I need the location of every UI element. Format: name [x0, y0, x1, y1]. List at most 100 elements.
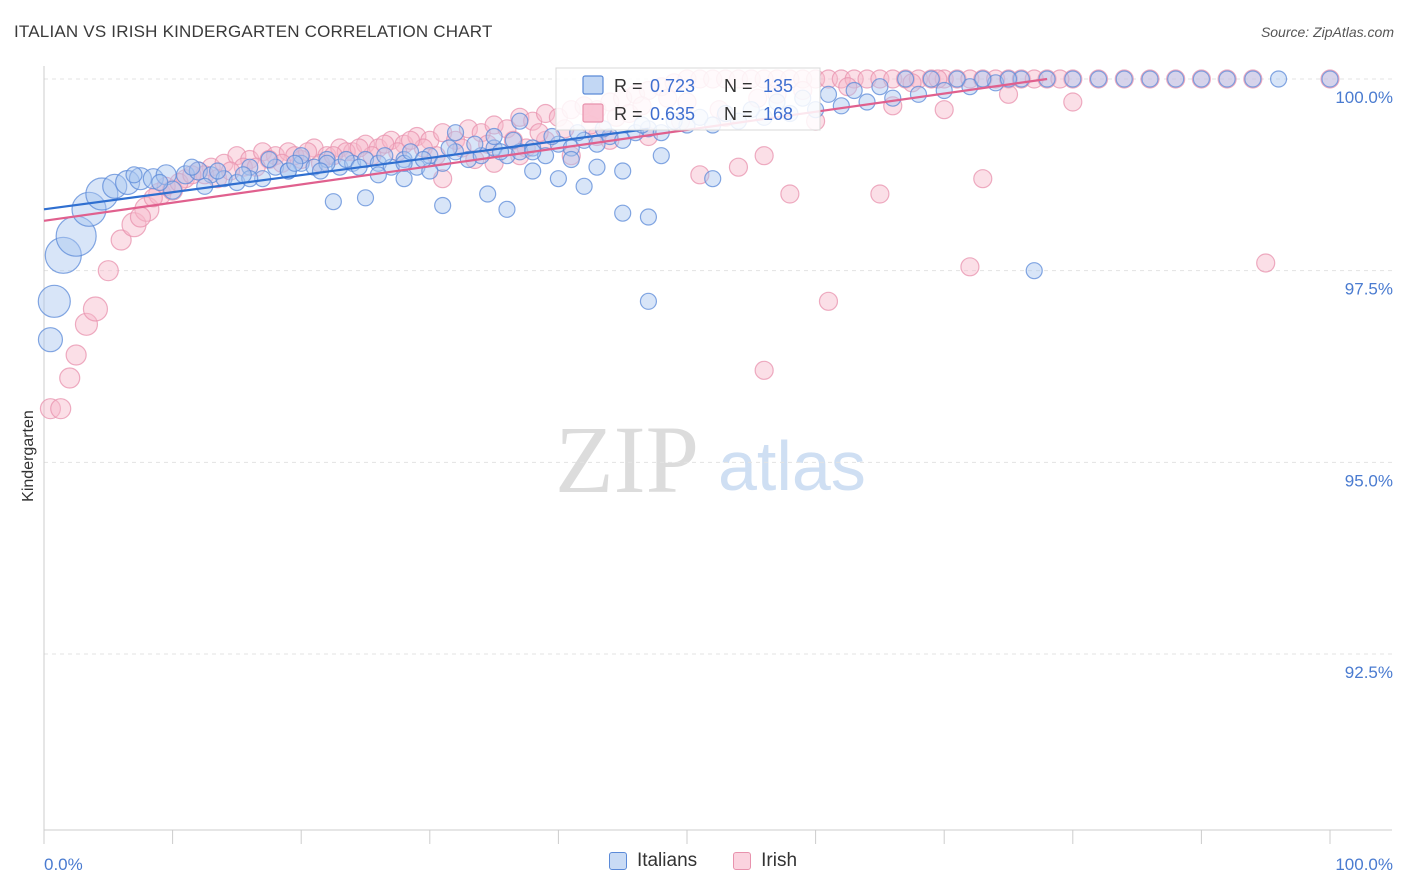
trend-lines	[43, 77, 1048, 222]
irish-point-105	[818, 291, 839, 311]
legend-swatch-italians-bottom	[608, 852, 627, 870]
italians-point-67	[1115, 70, 1133, 88]
italians-point-100	[446, 124, 465, 142]
legend-r-value-italians: 0.723	[650, 76, 695, 96]
legend-r-value-irish: 0.635	[650, 104, 695, 124]
irish-point-101	[754, 146, 774, 166]
irish-point-109	[1063, 92, 1083, 112]
italians-point-75	[324, 193, 342, 211]
italians-point-101	[485, 127, 503, 146]
irish-point-157	[928, 69, 948, 89]
italians-point-77	[395, 170, 413, 188]
bottom-legend: Italians Irish	[0, 850, 1406, 872]
legend-swatch-irish-bottom	[733, 852, 752, 870]
irish-point-107	[960, 257, 980, 277]
irish-point-5	[82, 296, 109, 322]
italians-point-56	[832, 97, 850, 115]
italians-point-57	[858, 93, 876, 111]
italians-point-103	[562, 150, 580, 169]
italians-point-85	[639, 208, 658, 226]
irish-point-103	[870, 184, 890, 204]
y-tick-label-3: 92.5%	[1345, 663, 1393, 682]
legend-item-irish[interactable]: Irish	[733, 850, 797, 872]
italians-point-70	[1192, 70, 1211, 88]
legend-n-label-irish: N =	[724, 104, 753, 124]
irish-point-6	[97, 260, 119, 282]
irish-trend-line	[43, 77, 1048, 222]
irish-point-2	[59, 367, 81, 389]
italians-point-0	[37, 327, 64, 353]
italians-point-132	[819, 85, 838, 103]
legend-r-label-italians: R =	[614, 76, 643, 96]
legend-label-irish: Irish	[761, 850, 798, 871]
irish-point-40	[535, 103, 556, 124]
legend-swatch-italians	[582, 75, 604, 95]
italians-point-107	[183, 158, 201, 176]
x-tick-label-max: 100.0%	[1335, 855, 1393, 874]
irish-point-86	[1217, 69, 1237, 89]
italians-point-110	[260, 150, 278, 169]
watermark-atlas: atlas	[718, 427, 866, 505]
legend-item-italians[interactable]: Italians	[608, 850, 697, 872]
x-tick-label-min: 0.0%	[44, 855, 83, 874]
irish-point-1	[50, 398, 72, 420]
italians-point-111	[286, 154, 304, 172]
italians-point-133	[845, 81, 863, 100]
irish-point-83	[1140, 69, 1160, 89]
legend-box: R = 0.723 N = 135 R = 0.635 N = 168	[555, 67, 821, 131]
italians-point-135	[897, 70, 915, 88]
legend-n-value-italians: 135	[763, 76, 793, 96]
irish-point-100	[728, 157, 749, 177]
italians-point-89	[639, 292, 658, 310]
irish-point-148	[129, 206, 152, 228]
italians-point-66	[1089, 70, 1108, 88]
irish-point-111	[934, 100, 954, 120]
irish-point-7	[110, 229, 132, 251]
italians-point-90	[704, 170, 722, 188]
y-tick-label-0: 100.0%	[1335, 88, 1393, 107]
italians-point-72	[1244, 70, 1262, 88]
y-tick-label-1: 97.5%	[1345, 280, 1393, 299]
italians-point-40	[536, 147, 555, 165]
italians-point-86	[652, 147, 670, 165]
italians-point-106	[151, 173, 169, 192]
y-axis-label: Kindergarten	[20, 410, 37, 502]
italians-point-102	[511, 112, 529, 130]
irish-point-88	[1320, 69, 1340, 89]
italians-point-59	[909, 85, 928, 103]
italians-point-108	[209, 162, 227, 180]
irish-point-84	[1166, 69, 1186, 89]
italians-point-58	[884, 89, 902, 107]
irish-point-158	[1050, 69, 1070, 89]
italians-point-78	[434, 196, 452, 215]
watermark-zip: ZIP	[555, 406, 699, 513]
legend-r-label-irish: R =	[614, 104, 643, 124]
italians-point-115	[376, 147, 394, 165]
italians-point-79	[479, 185, 497, 203]
italians-point-105	[125, 166, 143, 184]
irish-point-104	[973, 169, 993, 189]
irish-point-4	[74, 312, 99, 336]
italians-point-83	[575, 177, 593, 195]
source-label: Source: ZipAtlas.com	[1260, 24, 1394, 40]
italians-point-134	[871, 78, 889, 96]
irish-point-106	[754, 360, 774, 380]
irish-point-87	[1243, 69, 1263, 89]
chart-title: ITALIAN VS IRISH KINDERGARTEN CORRELATIO…	[14, 22, 493, 41]
italians-point-82	[549, 170, 568, 188]
italians-point-76	[356, 189, 375, 207]
legend-n-value-irish: 168	[763, 104, 793, 124]
irish-point-81	[1088, 69, 1109, 89]
legend-swatch-irish	[582, 103, 604, 123]
legend-n-label-italians: N =	[724, 76, 753, 96]
italians-point-113	[337, 150, 355, 169]
y-tick-labels: 100.0% 97.5% 95.0% 92.5%	[1335, 88, 1393, 682]
italians-point-137	[948, 70, 966, 88]
italians-point-119	[466, 135, 484, 153]
italians-point-69	[1167, 70, 1185, 88]
irish-point-82	[1114, 69, 1134, 89]
axes	[43, 66, 1392, 844]
irish-point-141	[349, 138, 369, 158]
italians-point-109	[234, 166, 252, 184]
